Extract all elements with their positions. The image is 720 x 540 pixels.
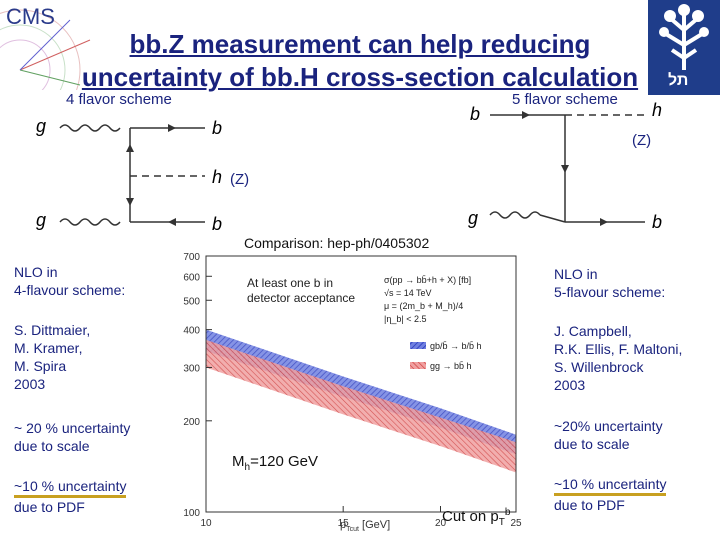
- left-pdf-line-2: due to PDF: [14, 499, 85, 515]
- right-scheme-note: NLO in 5-flavour scheme:: [554, 265, 665, 301]
- title-line-1: bb.Z measurement can help reducing: [129, 29, 591, 59]
- mh-m: M: [232, 453, 245, 470]
- feynman-diagram-4-flavor: [59, 124, 205, 226]
- right-scale-note: ~20% uncertainty due to scale: [554, 417, 663, 453]
- acceptance-line-1: At least one b in: [247, 276, 334, 290]
- left-author-3: M. Spira: [14, 358, 67, 374]
- right-z-label: (Z): [632, 132, 652, 149]
- left-scale-line-1: ~ 20 % uncertainty: [14, 420, 131, 436]
- y-tick-label-500: 500: [183, 296, 200, 307]
- left-scheme-note: NLO in 4-flavour scheme:: [14, 263, 125, 299]
- right-g-in: g: [468, 208, 479, 228]
- legend-series-blue: gb/b̄ → b/b̄ h: [430, 341, 482, 351]
- right-scale-line-2: due to scale: [554, 436, 630, 452]
- y-tick-label-100: 100: [183, 508, 200, 519]
- left-pdf-note: ~10 % uncertainty due to PDF: [14, 477, 127, 516]
- left-z-label: (Z): [230, 171, 250, 188]
- right-year: 2003: [554, 377, 586, 393]
- y-tick-label-600: 600: [183, 272, 200, 283]
- title-line-2: uncertainty of bb.H cross-section calcul…: [81, 62, 639, 92]
- legend-line-1: σ(pp → bb̄+h + X) [fb]: [384, 275, 472, 285]
- x-axis-label: pTcut [GeV]: [340, 519, 390, 533]
- right-h: h: [652, 100, 663, 120]
- slide-title: bb.Z measurement can help reducing uncer…: [0, 28, 720, 94]
- plot-frame: [205, 255, 517, 513]
- left-authors-note: S. Dittmaier, M. Kramer, M. Spira 2003: [14, 321, 90, 393]
- legend-series-red: gg → bb̄ h: [430, 361, 472, 371]
- university-logo: תל: [648, 0, 720, 95]
- x-tick-label-20: 20: [435, 518, 447, 529]
- left-g-bottom: g: [36, 210, 47, 230]
- left-scale-note: ~ 20 % uncertainty due to scale: [14, 419, 130, 455]
- left-g-top: g: [36, 116, 47, 136]
- right-scheme-line-1: NLO in: [554, 266, 598, 282]
- right-pdf-note: ~10 % uncertainty due to PDF: [554, 475, 667, 514]
- left-year: 2003: [14, 376, 46, 392]
- left-diagram-label: 4 flavor scheme: [66, 91, 172, 108]
- mh-value: =120 GeV: [250, 453, 319, 470]
- plot-legend-text: σ(pp → bb̄+h + X) [fb] √s = 14 TeV μ = (…: [384, 274, 471, 326]
- right-author-3: S. Willenbrock: [554, 359, 644, 375]
- cross-section-plot: 100 200 300 400 500 600 700 10 15 20 25: [183, 252, 522, 529]
- mh-label: Mh=120 GeV: [232, 453, 318, 473]
- cut-sup: b: [504, 507, 511, 518]
- legend-swatch-blue: [410, 342, 426, 349]
- left-author-2: M. Kramer,: [14, 340, 83, 356]
- left-b-bottom: b: [212, 214, 223, 234]
- cms-logo-text: CMS: [6, 4, 55, 29]
- y-tick-label-700: 700: [183, 252, 200, 263]
- right-pdf-line-2: due to PDF: [554, 497, 625, 513]
- x-tick-label-15: 15: [338, 518, 350, 529]
- left-h: h: [212, 167, 223, 187]
- left-author-1: S. Dittmaier,: [14, 322, 91, 338]
- right-scheme-line-2: 5-flavour scheme:: [554, 284, 666, 300]
- mh-sub: h: [244, 462, 251, 473]
- left-b-top: b: [212, 118, 223, 138]
- x-axis-sub: Tcut: [346, 526, 359, 534]
- right-author-2: R.K. Ellis, F. Maltoni,: [554, 341, 683, 357]
- left-scale-line-2: due to scale: [14, 438, 90, 454]
- right-authors-note: J. Campbell, R.K. Ellis, F. Maltoni, S. …: [554, 322, 682, 394]
- right-pdf-line-1: ~10 % uncertainty: [554, 475, 667, 496]
- comparison-label: Comparison: hep-ph/0405302: [244, 235, 430, 251]
- university-logo-text: תל: [668, 72, 689, 89]
- y-tick-label-400: 400: [183, 326, 200, 337]
- left-scheme-line-2: 4-flavour scheme:: [14, 282, 126, 298]
- cut-sub: T: [498, 517, 505, 528]
- cut-text: Cut on p: [442, 508, 499, 525]
- x-axis-p: p: [340, 519, 347, 531]
- right-author-1: J. Campbell,: [554, 323, 632, 339]
- acceptance-line-2: detector acceptance: [247, 291, 356, 305]
- series-band-2: [206, 339, 516, 473]
- right-b-out: b: [652, 212, 663, 232]
- y-tick-label-200: 200: [183, 417, 200, 428]
- legend-swatch-red: [410, 362, 426, 369]
- legend-line-2: √s = 14 TeV: [384, 288, 432, 298]
- x-tick-label-10: 10: [200, 518, 212, 529]
- feynman-diagram-5-flavor: [489, 111, 645, 226]
- y-tick-label-300: 300: [183, 363, 200, 374]
- x-axis-unit: [GeV]: [358, 519, 391, 531]
- cut-label: Cut on pTb: [442, 507, 510, 528]
- acceptance-annotation: At least one b in detector acceptance: [247, 276, 355, 306]
- legend-line-4: |η_b| < 2.5: [384, 314, 427, 324]
- right-diagram-label: 5 flavor scheme: [512, 91, 618, 108]
- right-b-in: b: [470, 104, 481, 124]
- right-scale-line-1: ~20% uncertainty: [554, 418, 663, 434]
- left-scheme-line-1: NLO in: [14, 264, 58, 280]
- left-pdf-line-1: ~10 % uncertainty: [14, 477, 127, 498]
- x-tick-label-25: 25: [510, 518, 522, 529]
- legend-line-3: μ = (2m_b + M_h)/4: [384, 301, 464, 311]
- cms-logo: CMS: [0, 0, 96, 131]
